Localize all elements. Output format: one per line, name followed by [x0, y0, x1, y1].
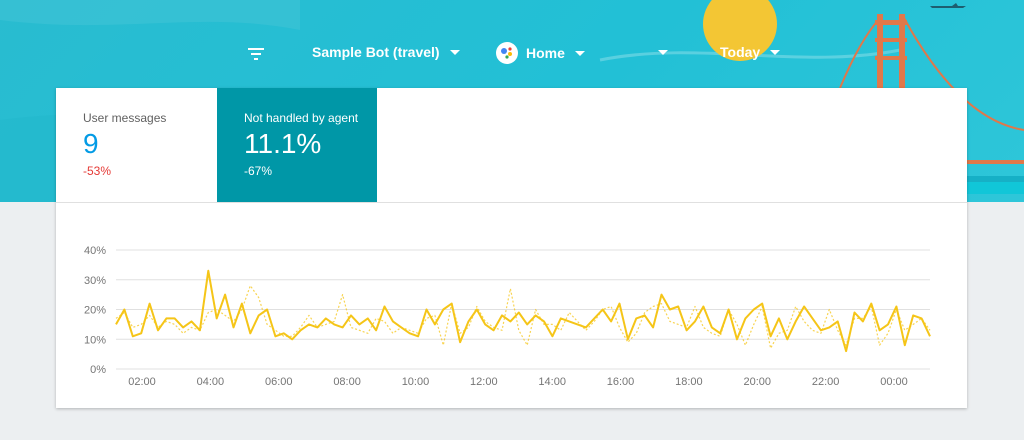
- metrics-card: User messages 9 -53% Not handled by agen…: [56, 88, 967, 408]
- metric-delta: -67%: [244, 164, 273, 178]
- metric-value: 11.1%: [244, 128, 322, 159]
- top-toolbar: Sample Bot (travel) Home Today: [0, 36, 1024, 76]
- previous-period-line: [115, 285, 931, 349]
- x-tick-label: 00:00: [880, 376, 908, 388]
- intent-selector[interactable]: [658, 50, 668, 55]
- chevron-down-icon: [449, 49, 460, 55]
- x-tick-label: 20:00: [744, 376, 772, 388]
- metric-delta: -53%: [83, 164, 112, 178]
- x-tick-label: 10:00: [402, 376, 430, 388]
- x-tick-label: 22:00: [812, 376, 840, 388]
- chevron-down-icon: [658, 50, 668, 55]
- x-tick-label: 04:00: [197, 376, 225, 388]
- x-tick-label: 16:00: [607, 376, 635, 388]
- metric-value: 9: [83, 128, 99, 159]
- chevron-down-icon: [574, 50, 585, 56]
- agent-selector-label: Sample Bot (travel): [312, 44, 440, 60]
- x-tick-label: 02:00: [128, 376, 156, 388]
- chevron-down-icon: [770, 49, 781, 55]
- metric-label: Not handled by agent: [244, 111, 359, 125]
- y-tick-label: 30%: [84, 275, 106, 287]
- y-tick-label: 0%: [90, 364, 106, 376]
- x-tick-label: 14:00: [538, 376, 566, 388]
- y-tick-label: 40%: [84, 245, 106, 257]
- platform-selector-label: Home: [526, 45, 565, 61]
- x-tick-label: 08:00: [333, 376, 361, 388]
- date-range-label: Today: [720, 44, 761, 60]
- y-tick-label: 10%: [84, 334, 106, 346]
- line-chart: 0% 10% 20% 30% 40% 02:00 04:00 06:00 08:00 10:00 1…: [84, 245, 931, 388]
- agent-selector[interactable]: Sample Bot (travel): [312, 44, 460, 60]
- platform-selector[interactable]: Home: [496, 42, 585, 64]
- current-period-line: [115, 269, 931, 353]
- metric-tile-not-handled[interactable]: Not handled by agent 11.1% -67%: [217, 88, 377, 202]
- x-tick-label: 18:00: [675, 376, 703, 388]
- google-assistant-icon: [496, 42, 518, 64]
- y-tick-label: 20%: [84, 305, 106, 317]
- filter-icon[interactable]: [246, 46, 266, 62]
- x-tick-label: 12:00: [470, 376, 498, 388]
- metric-label: User messages: [83, 111, 167, 125]
- metric-tile-user-messages[interactable]: User messages 9 -53%: [56, 88, 217, 202]
- x-tick-label: 06:00: [265, 376, 293, 388]
- date-range-selector[interactable]: Today: [720, 44, 781, 60]
- divider: [56, 202, 967, 203]
